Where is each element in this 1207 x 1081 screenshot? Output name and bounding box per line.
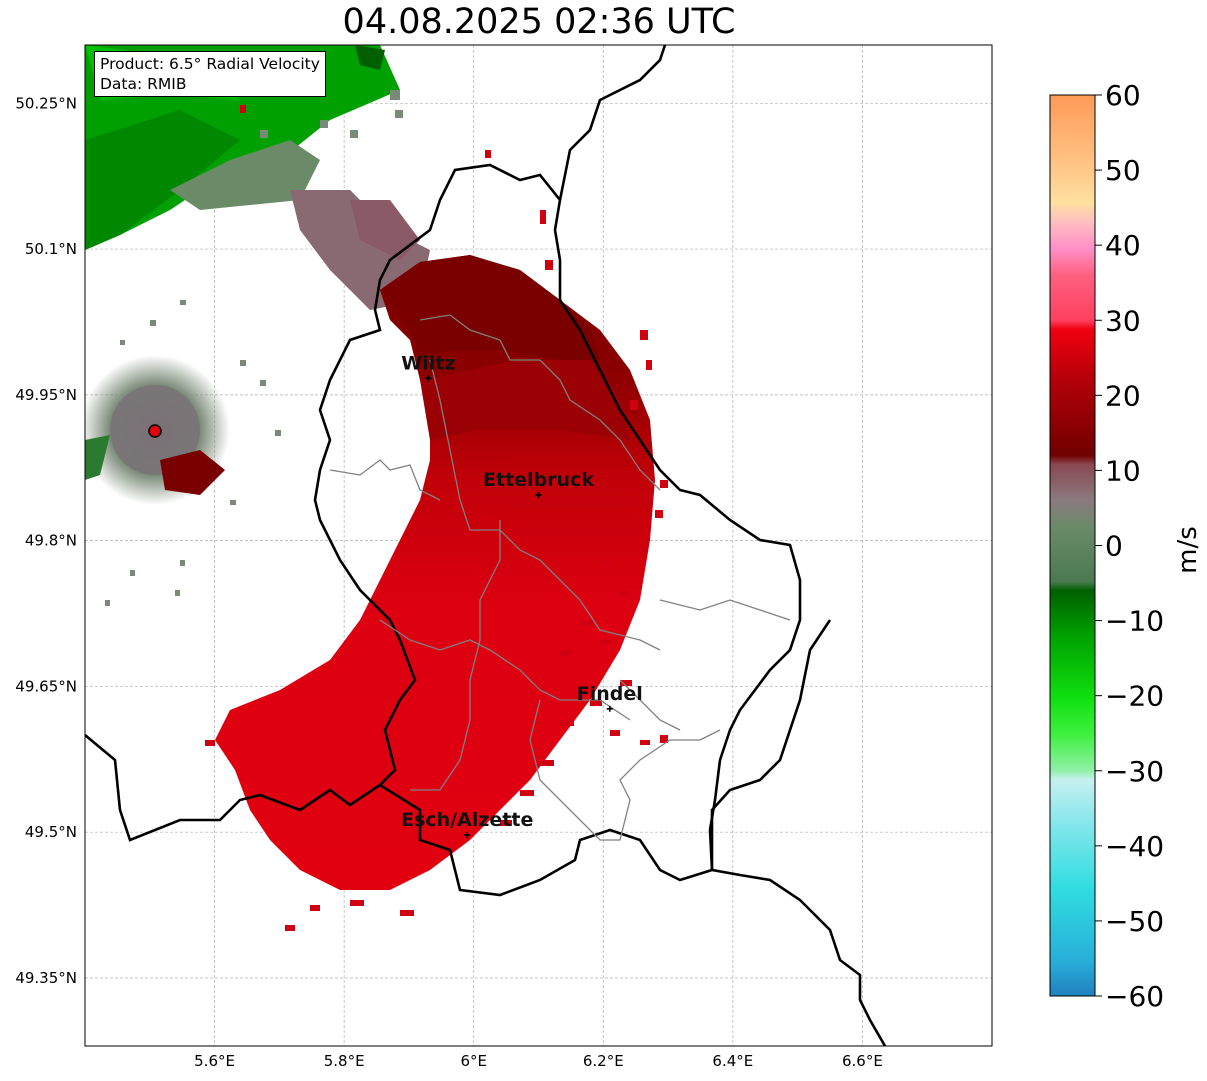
lat-tick-label: 49.65°N <box>15 677 77 695</box>
city-cross-icon <box>425 375 432 382</box>
city-label: Findel <box>577 683 643 705</box>
colorbar-tick-label: 10 <box>1105 454 1141 487</box>
lat-tick-label: 49.95°N <box>15 386 77 404</box>
product-info-box: Product: 6.5° Radial Velocity Data: RMIB <box>94 51 326 97</box>
map-frame <box>84 44 993 1047</box>
data-source-label: Data: RMIB <box>100 75 187 93</box>
colorbar-tick-label: 0 <box>1105 530 1123 563</box>
lon-tick-label: 6°E <box>460 1052 487 1070</box>
radar-site-marker[interactable] <box>148 424 162 438</box>
city-marker[interactable]: Ettelbruck <box>483 469 594 498</box>
colorbar-tick-label: −40 <box>1105 830 1164 863</box>
city-cross-icon <box>535 491 542 498</box>
city-label: Esch/Alzette <box>401 809 533 831</box>
product-label: Product: 6.5° Radial Velocity <box>100 55 320 73</box>
colorbar-tick-label: 60 <box>1105 79 1141 112</box>
canton-borders <box>329 314 791 841</box>
lon-tick-label: 5.8°E <box>324 1052 365 1070</box>
lat-tick-label: 50.1°N <box>25 240 77 258</box>
city-label: Ettelbruck <box>483 469 594 491</box>
country-borders <box>85 45 887 1046</box>
colorbar-tick-label: 50 <box>1105 154 1141 187</box>
colorbar-tick-label: 20 <box>1105 379 1141 412</box>
colorbar-tick-label: 30 <box>1105 304 1141 337</box>
colorbar-gradient <box>1050 95 1095 996</box>
latitude-tick-labels: 50.25°N 50.1°N 49.95°N 49.8°N 49.65°N 49.5°N 4… <box>15 94 77 987</box>
lat-tick-label: 49.5°N <box>25 823 77 841</box>
city-cross-icon <box>464 832 471 839</box>
colorbar: 60 50 40 30 20 10 0 −10 −20 −30 −40 −50 −60 <box>1049 79 1164 1013</box>
city-marker[interactable]: Esch/Alzette <box>401 809 533 839</box>
colorbar-tick-label: −60 <box>1105 980 1164 1013</box>
lon-tick-label: 6.4°E <box>712 1052 753 1070</box>
colorbar-tick-label: −30 <box>1105 755 1164 788</box>
lat-tick-label: 49.35°N <box>15 969 77 987</box>
map-title: 04.08.2025 02:36 UTC <box>342 2 736 42</box>
longitude-tick-labels: 5.6°E 5.8°E 6°E 6.2°E 6.4°E 6.6°E <box>194 1052 883 1070</box>
lon-tick-label: 6.2°E <box>583 1052 624 1070</box>
colorbar-tick-label: 40 <box>1105 229 1141 262</box>
lon-tick-label: 5.6°E <box>194 1052 235 1070</box>
colorbar-unit: m/s <box>1173 526 1204 574</box>
lat-tick-label: 49.8°N <box>25 532 77 550</box>
colorbar-tick-label: −20 <box>1105 680 1164 713</box>
city-marker[interactable]: Findel <box>577 683 643 712</box>
city-label: Wiltz <box>401 352 455 374</box>
city-markers: Wiltz Ettelbruck Findel Esch/Alzette <box>401 352 643 839</box>
colorbar-tick-label: −10 <box>1105 605 1164 638</box>
colorbar-ticks: 60 50 40 30 20 10 0 −10 −20 −30 −40 −50 −60 <box>1095 79 1164 1013</box>
lat-tick-label: 50.25°N <box>15 94 77 112</box>
colorbar-tick-label: −50 <box>1105 905 1164 938</box>
city-marker[interactable]: Wiltz <box>401 352 455 382</box>
colorbar-unit-label: m/s <box>1170 520 1206 580</box>
city-cross-icon <box>606 705 613 712</box>
lon-tick-label: 6.6°E <box>842 1052 883 1070</box>
